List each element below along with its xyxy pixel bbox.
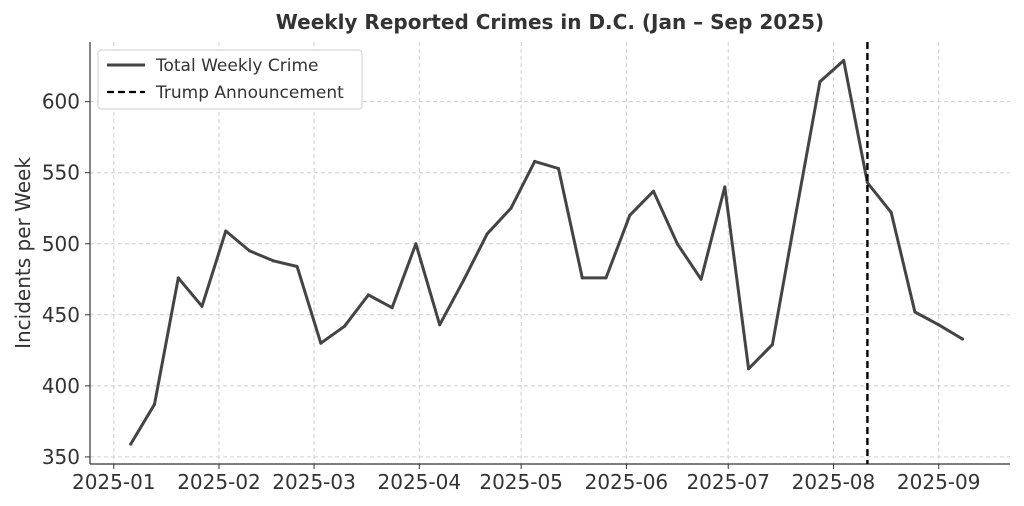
data-point [818,80,822,84]
data-point [556,166,560,170]
ticks: 2025-01 2025-02 2025-03 2025-04 2025-05 2025-… [42,90,981,494]
data-point [319,341,323,345]
chart-title: Weekly Reported Crimes in D.C. (Jan – Se… [276,10,824,34]
legend-label-total-weekly-crime: Total Weekly Crime [155,56,318,76]
data-point [509,206,513,210]
y-tick-label: 600 [42,90,80,114]
data-point [153,402,157,406]
data-point [366,293,370,297]
x-tick-label: 2025-05 [479,470,563,494]
data-point [248,249,252,253]
data-point [533,159,537,163]
legend-box [97,49,363,110]
data-point [675,242,679,246]
data-point [390,306,394,310]
y-tick-label: 500 [42,232,80,256]
data-point [699,277,703,281]
data-point [580,276,584,280]
data-point [200,304,204,308]
data-point [129,442,133,446]
legend-label-trump-announcement: Trump Announcement [155,83,344,103]
data-point [224,229,228,233]
x-tick-label: 2025-08 [792,470,876,494]
data-point [438,323,442,327]
data-point [461,279,465,283]
data-point [628,213,632,217]
x-tick-label: 2025-09 [897,470,981,494]
data-point [747,367,751,371]
data-point [913,310,917,314]
series-line-total-weekly-crime [129,59,964,446]
data-point [960,337,964,341]
data-point [343,324,347,328]
data-point [176,276,180,280]
x-tick-label: 2025-07 [686,470,770,494]
data-point [889,211,893,215]
x-tick-label: 2025-03 [272,470,356,494]
x-tick-label: 2025-01 [72,470,156,494]
data-point [652,189,656,193]
y-axis-label: Incidents per Week [11,157,35,349]
y-tick-label: 550 [42,161,80,185]
y-tick-label: 350 [42,445,80,469]
data-point [865,181,869,185]
data-point [937,323,941,327]
grid-layer [90,42,1010,464]
data-point [794,211,798,215]
x-tick-label: 2025-02 [177,470,261,494]
data-point [271,259,275,263]
data-point [770,343,774,347]
data-point [485,232,489,236]
data-point [604,276,608,280]
axes-spines [89,42,1010,465]
data-point [414,242,418,246]
data-point [295,264,299,268]
x-tick-label: 2025-06 [585,470,669,494]
y-tick-label: 450 [42,303,80,327]
data-point [723,185,727,189]
x-tick-label: 2025-04 [378,470,462,494]
legend: Total Weekly Crime Trump Announcement [97,49,363,110]
data-point [842,58,846,62]
y-tick-label: 400 [42,374,80,398]
series-layer [129,58,964,446]
